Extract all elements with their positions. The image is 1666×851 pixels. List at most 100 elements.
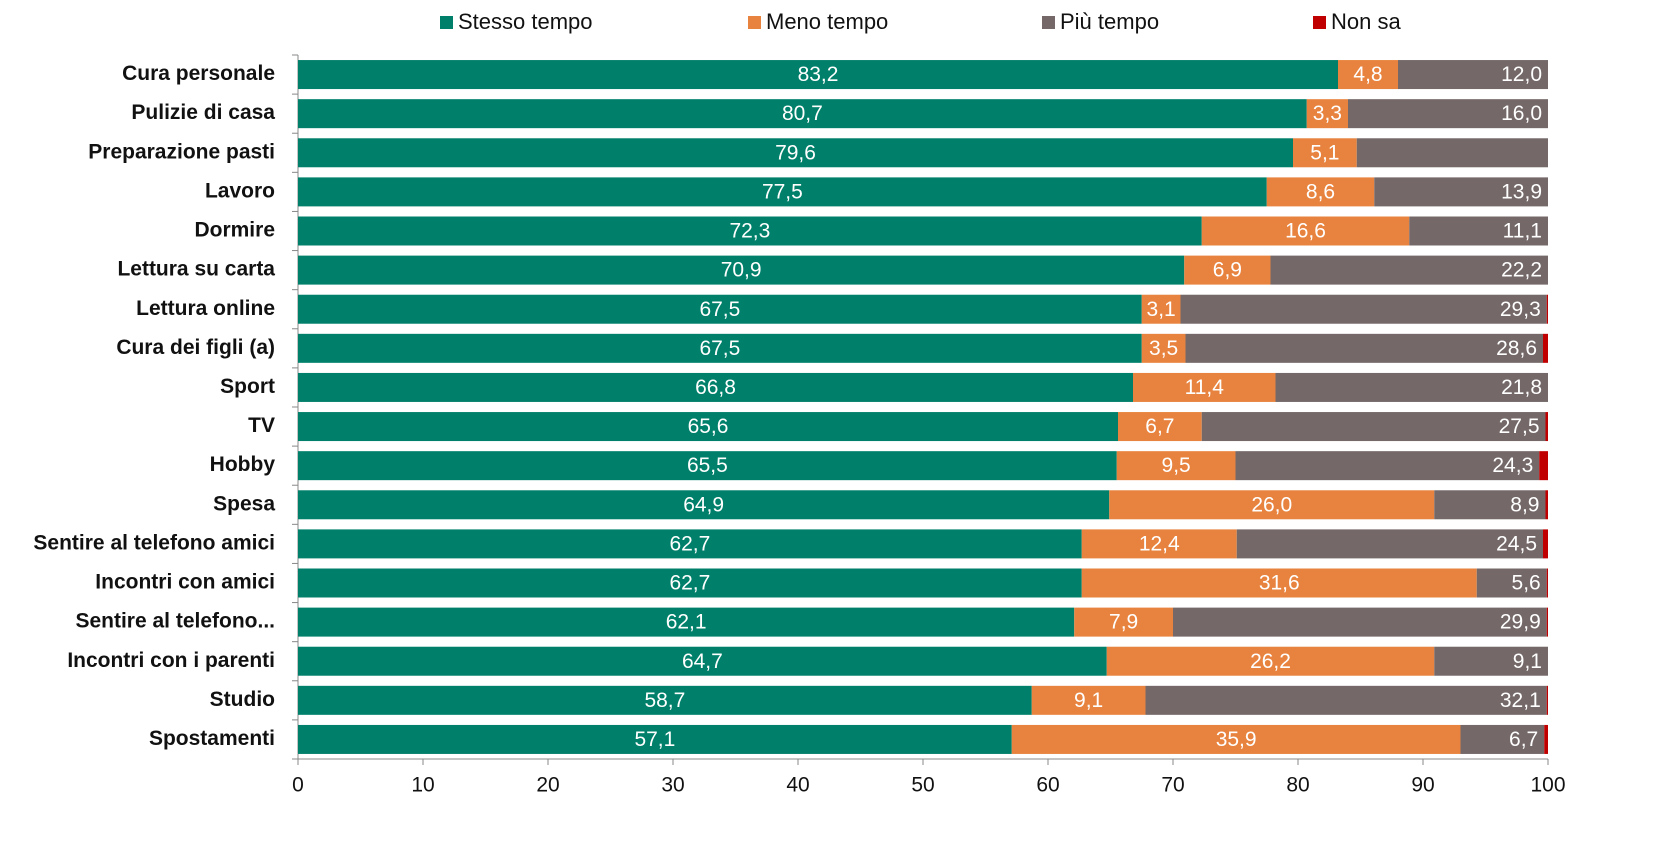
bar-segment <box>1546 568 1548 598</box>
x-tick-label: 10 <box>411 774 434 797</box>
legend-swatch <box>1042 16 1055 29</box>
category-label: Spesa <box>213 492 275 515</box>
data-label: 29,9 <box>1500 611 1541 634</box>
data-label: 7,9 <box>1109 611 1138 634</box>
category-label: Preparazione pasti <box>88 140 275 163</box>
bar-segment <box>1348 99 1548 129</box>
data-label: 72,3 <box>729 220 770 243</box>
data-label: 6,7 <box>1145 415 1174 438</box>
bar-segment <box>1543 529 1548 559</box>
legend-swatch <box>440 16 453 29</box>
bar-segment <box>1266 177 1375 207</box>
category-label: Spostamenti <box>149 727 275 750</box>
category-label: Incontri con i parenti <box>67 649 275 672</box>
data-label: 64,9 <box>683 493 724 516</box>
data-label: 32,1 <box>1500 689 1541 712</box>
data-label: 9,1 <box>1513 650 1542 673</box>
bar-segment <box>1544 724 1548 754</box>
bar-segment <box>298 724 1012 754</box>
x-tick-label: 0 <box>292 774 304 797</box>
bar-segment <box>298 685 1032 715</box>
data-label: 5,6 <box>1512 572 1541 595</box>
data-label: 6,9 <box>1213 259 1242 282</box>
bar-segment <box>1434 646 1548 676</box>
x-tick-label: 80 <box>1286 774 1309 797</box>
bar-segment <box>1235 451 1540 481</box>
bar-segment <box>1398 60 1548 90</box>
bar-segment <box>298 177 1267 207</box>
bar-segment <box>1141 294 1181 324</box>
data-label: 16,0 <box>1501 102 1542 125</box>
bar-segment <box>1201 216 1410 246</box>
bar-segment <box>1409 216 1548 246</box>
bar-segment <box>1546 607 1548 637</box>
bar-segment <box>1545 412 1548 442</box>
category-label: Studio <box>210 688 275 711</box>
bar-segment <box>1434 490 1546 520</box>
data-label: 62,7 <box>669 572 710 595</box>
category-label: Cura dei figli (a) <box>116 336 275 359</box>
bar-segment <box>1180 294 1547 324</box>
data-label: 57,1 <box>634 728 675 751</box>
data-label: 24,5 <box>1496 532 1537 555</box>
bar-segment <box>1011 724 1461 754</box>
bar-segment <box>1270 255 1548 285</box>
bar-segment <box>1476 568 1547 598</box>
bar-segment <box>1109 490 1435 520</box>
bar-segment <box>1236 529 1543 559</box>
data-label: 62,7 <box>669 532 710 555</box>
bar-segment <box>1201 412 1546 442</box>
x-tick-label: 70 <box>1161 774 1184 797</box>
data-label: 35,9 <box>1216 728 1257 751</box>
category-label: Lettura online <box>136 297 275 320</box>
data-label: 3,1 <box>1147 298 1176 321</box>
data-label: 9,5 <box>1162 454 1191 477</box>
data-label: 4,8 <box>1353 63 1382 86</box>
bar-segment <box>298 138 1293 168</box>
bar-segment <box>298 372 1133 402</box>
bar-segment <box>298 412 1118 442</box>
x-tick-label: 20 <box>536 774 559 797</box>
data-label: 70,9 <box>721 259 762 282</box>
legend-label: Stesso tempo <box>458 9 593 34</box>
bar-segment <box>298 216 1202 246</box>
data-label: 83,2 <box>798 63 839 86</box>
bar-segment <box>1374 177 1548 207</box>
x-tick-label: 100 <box>1530 774 1565 797</box>
bar-segment <box>1275 372 1548 402</box>
data-label: 11,4 <box>1185 376 1225 399</box>
bar-segment <box>1545 490 1548 520</box>
bar-segment <box>1306 99 1348 129</box>
bar-segment <box>1356 138 1548 168</box>
data-label: 26,2 <box>1250 650 1291 673</box>
x-tick-label: 30 <box>661 774 684 797</box>
bar-segment <box>1546 294 1548 324</box>
bar-segment <box>298 529 1082 559</box>
data-label: 13,9 <box>1501 180 1542 203</box>
bar-segment <box>1293 138 1357 168</box>
bar-segment <box>1460 724 1545 754</box>
bar-segment <box>1081 568 1477 598</box>
legend-label: Non sa <box>1331 9 1401 34</box>
bar-segment <box>1133 372 1276 402</box>
data-label: 27,5 <box>1499 415 1540 438</box>
bar-segment <box>1118 412 1202 442</box>
data-label: 12,0 <box>1501 63 1542 86</box>
bar-segment <box>1184 255 1271 285</box>
bar-segment <box>1539 451 1548 481</box>
data-label: 31,6 <box>1259 572 1300 595</box>
data-label: 28,6 <box>1496 337 1537 360</box>
bar-segment <box>1145 685 1547 715</box>
bar-segment <box>1338 60 1398 90</box>
bar-segment <box>298 60 1338 90</box>
x-tick-label: 60 <box>1036 774 1059 797</box>
data-label: 24,3 <box>1492 454 1533 477</box>
data-label: 6,7 <box>1509 728 1538 751</box>
bar-segment <box>298 255 1185 285</box>
data-label: 67,5 <box>699 298 740 321</box>
bar-segment <box>298 451 1117 481</box>
category-label: Incontri con amici <box>95 571 275 594</box>
legend-label: Più tempo <box>1060 9 1159 34</box>
x-tick-label: 50 <box>911 774 934 797</box>
